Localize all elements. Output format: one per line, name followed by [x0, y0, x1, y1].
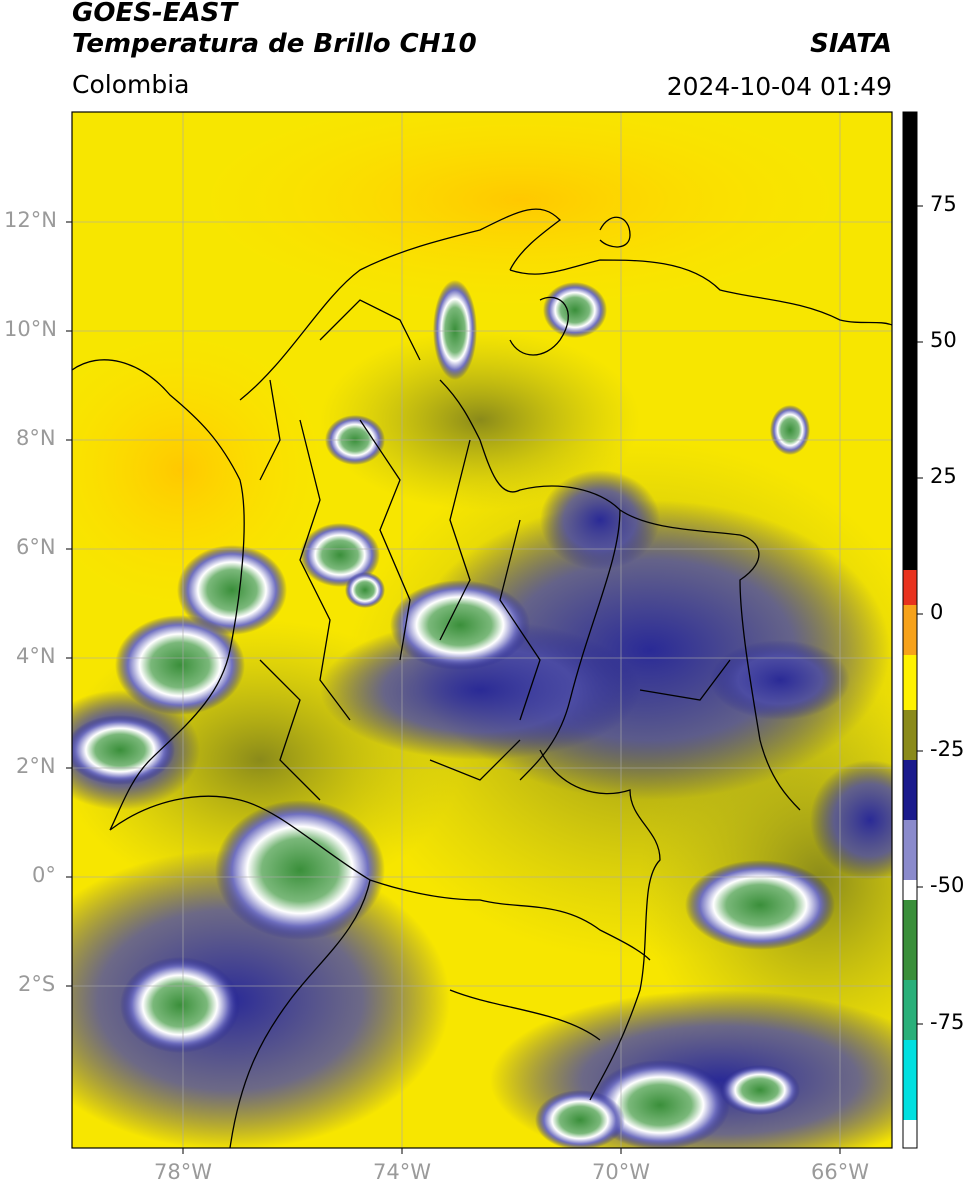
lat-tick-label: 2°S	[18, 972, 56, 996]
colorbar-tick-label: 0	[930, 600, 944, 624]
lon-tick-label: 70°W	[592, 1160, 650, 1184]
datetime-label: 2024-10-04 01:49	[666, 72, 892, 101]
lat-tick-label: 0°	[32, 863, 56, 887]
product-title: Temperatura de Brillo CH10	[72, 29, 477, 59]
colorbar-tick-label: 75	[930, 192, 957, 216]
lon-tick-label: 74°W	[373, 1160, 431, 1184]
colorbar-tick-label: 50	[930, 328, 957, 352]
borders	[72, 208, 892, 1148]
lat-tick-label: 6°N	[16, 535, 56, 559]
lat-tick-label: 10°N	[4, 317, 57, 341]
colorbar-tick-label: -50	[930, 873, 965, 897]
colorbar-tick-label: 25	[930, 464, 957, 488]
lon-tick-label: 66°W	[811, 1160, 869, 1184]
lat-tick-label: 2°N	[16, 754, 56, 778]
lon-tick-label: 78°W	[154, 1160, 212, 1184]
colorbar	[902, 111, 923, 1149]
org-label: SIATA	[810, 29, 892, 59]
region-label: Colombia	[72, 70, 190, 99]
colorbar-tick-label: -25	[930, 737, 965, 761]
colorbar-tick-label: -75	[930, 1010, 965, 1034]
lat-tick-label: 8°N	[16, 426, 56, 450]
lat-tick-label: 12°N	[4, 208, 57, 232]
lat-tick-label: 4°N	[16, 644, 56, 668]
graticule	[72, 112, 892, 1148]
map-frame	[71, 111, 893, 1149]
satellite-title: GOES-EAST	[72, 0, 238, 28]
